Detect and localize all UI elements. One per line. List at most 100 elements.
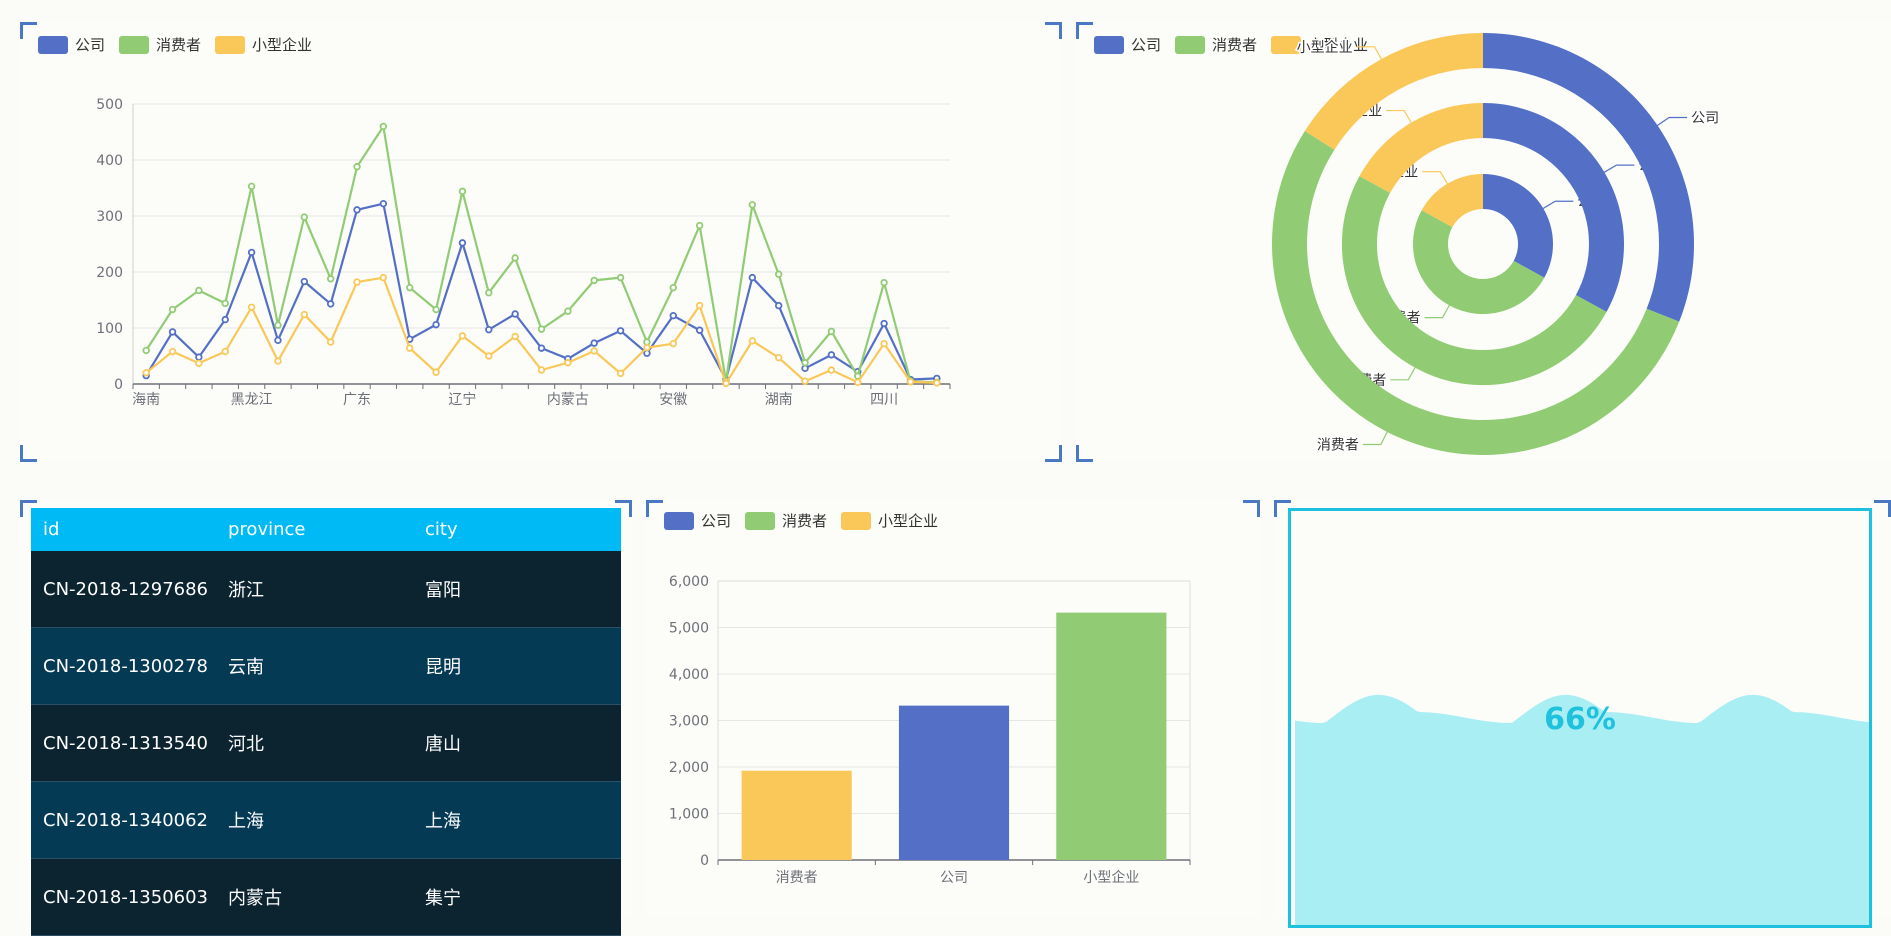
data-point	[748, 273, 757, 282]
data-point	[511, 254, 519, 262]
cell-city: 集宁	[425, 888, 461, 909]
data-point	[195, 359, 203, 367]
data-point	[695, 301, 704, 310]
orders-table: id province city CN-2018-1297686 浙江 富阳 C…	[31, 508, 621, 936]
pie-slice	[1483, 103, 1624, 312]
x-tick-label: 海南	[132, 392, 160, 408]
y-tick-label: 300	[96, 209, 123, 225]
legend-item-consumer[interactable]: 消费者	[745, 510, 827, 531]
panel-corner	[20, 22, 37, 39]
cell-province: 内蒙古	[228, 888, 282, 909]
data-point	[616, 273, 625, 282]
data-point	[142, 346, 150, 355]
data-point	[511, 310, 519, 318]
label-line	[1648, 116, 1688, 132]
column-header-city[interactable]: city	[425, 519, 458, 540]
label-line	[1362, 422, 1393, 446]
label-line	[1533, 200, 1574, 215]
legend-item-small-business[interactable]: 小型企业	[215, 34, 312, 55]
data-point	[695, 221, 704, 230]
data-point	[616, 327, 625, 335]
data-point	[300, 277, 309, 286]
panel-corner	[1045, 445, 1062, 462]
table-row[interactable]: CN-2018-1297686 浙江 富阳	[31, 551, 621, 628]
data-point	[774, 353, 783, 362]
legend-swatch	[745, 511, 776, 530]
data-point	[221, 347, 229, 356]
cell-province: 上海	[228, 811, 264, 832]
x-tick-label: 黑龙江	[231, 392, 273, 408]
x-tick-label: 湖南	[765, 392, 793, 408]
cell-city: 富阳	[425, 580, 461, 601]
data-point	[854, 378, 862, 387]
data-point	[142, 369, 150, 377]
legend-swatch	[1175, 35, 1206, 54]
legend-item-company[interactable]: 公司	[664, 510, 731, 531]
data-point	[353, 206, 361, 214]
label-line	[1390, 358, 1421, 381]
legend-item-company[interactable]: 公司	[38, 34, 105, 55]
y-tick-label: 100	[96, 321, 123, 337]
data-point	[221, 315, 229, 324]
y-tick-label: 200	[96, 265, 123, 281]
table-row[interactable]: CN-2018-1340062 上海 上海	[31, 782, 621, 859]
legend-label: 公司	[701, 512, 732, 530]
data-point	[669, 339, 677, 348]
y-tick-label: 0	[114, 377, 123, 393]
label-line	[1424, 295, 1455, 319]
data-point	[458, 332, 467, 340]
cell-id: CN-2018-1340062	[43, 809, 208, 831]
legend-label: 消费者	[1212, 36, 1258, 54]
panel-corner	[1076, 22, 1093, 39]
data-point	[247, 248, 256, 257]
pie-chart-legend: 公司 消费者 小型企业	[1094, 34, 1368, 55]
legend-swatch	[1094, 35, 1124, 54]
data-point	[669, 311, 677, 320]
bar	[898, 705, 1010, 860]
data-point	[432, 305, 440, 314]
data-point	[274, 321, 282, 329]
table-row[interactable]: CN-2018-1300278 云南 昆明	[31, 628, 621, 705]
y-tick-label: 1,000	[669, 807, 709, 823]
data-point	[827, 327, 836, 336]
legend-item-consumer[interactable]: 消费者	[119, 34, 201, 55]
pie-slice	[1304, 32, 1483, 150]
legend-swatch	[1271, 35, 1302, 54]
column-header-province[interactable]: province	[228, 519, 306, 540]
x-tick-label: 消费者	[776, 870, 818, 886]
legend-label: 消费者	[156, 36, 202, 54]
legend-swatch	[119, 35, 150, 54]
line-chart-legend: 公司 消费者 小型企业	[38, 34, 312, 55]
data-point	[485, 352, 493, 360]
panel-corner	[1045, 22, 1062, 39]
data-point	[748, 337, 757, 345]
legend-item-small-business[interactable]: 小型企业	[841, 510, 938, 531]
legend-item-consumer[interactable]: 消费者	[1175, 34, 1257, 55]
legend-item-small-business[interactable]: 小型企业	[1271, 34, 1368, 55]
legend-item-company[interactable]: 公司	[1094, 34, 1161, 55]
data-point	[485, 289, 493, 297]
table-row[interactable]: CN-2018-1313540 河北 唐山	[31, 705, 621, 782]
data-point	[406, 283, 414, 292]
label-line	[1595, 164, 1635, 179]
y-tick-label: 5,000	[669, 621, 709, 637]
data-point	[590, 347, 598, 355]
data-point	[537, 344, 546, 352]
pie-slice	[1272, 130, 1680, 455]
panel-corner	[615, 500, 632, 517]
panel-corner	[646, 500, 663, 517]
cell-id: CN-2018-1313540	[43, 732, 208, 754]
data-point	[643, 343, 651, 352]
panel-corner	[1076, 445, 1093, 462]
column-header-id[interactable]: id	[43, 519, 60, 540]
legend-label: 小型企业	[1308, 36, 1369, 54]
slice-label: 公司	[1691, 111, 1719, 127]
y-tick-label: 4,000	[669, 667, 709, 683]
data-point	[616, 369, 625, 378]
legend-label: 小型企业	[252, 36, 313, 54]
y-tick-label: 500	[96, 97, 123, 113]
liquid-fill-gauge: 66%	[1288, 508, 1872, 928]
label-line	[1386, 109, 1418, 132]
liquid-fill	[1295, 694, 1869, 925]
